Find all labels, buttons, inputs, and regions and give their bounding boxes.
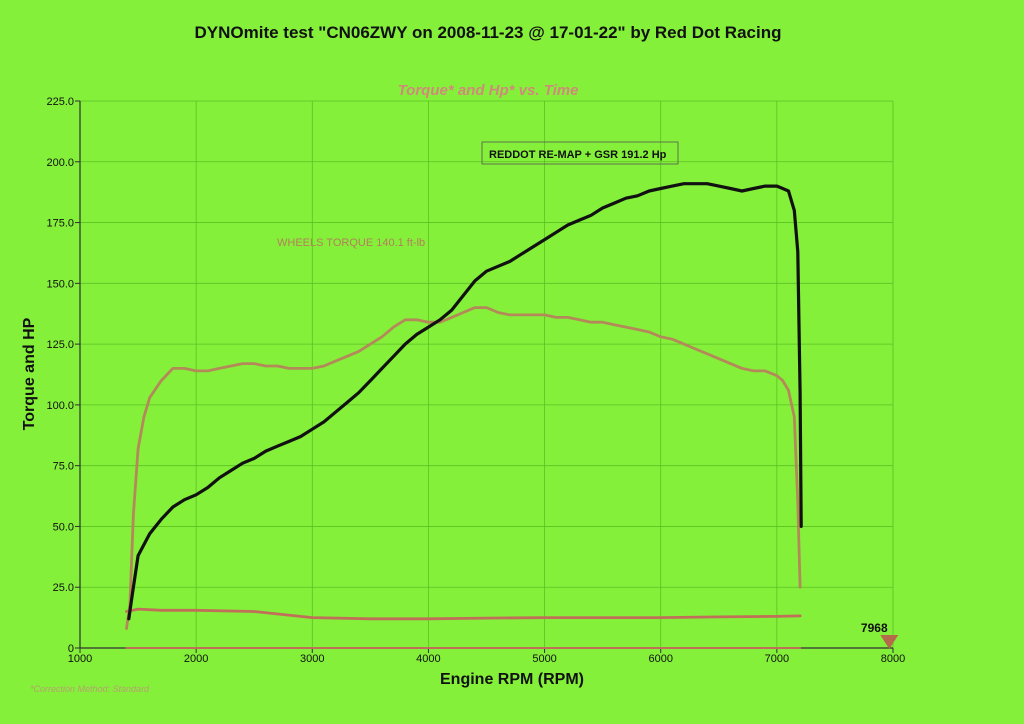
y-tick-label: 25.0 — [53, 582, 74, 594]
x-tick-label: 7000 — [765, 653, 789, 665]
torque-line — [125, 306, 802, 630]
x-tick-label: 3000 — [300, 653, 324, 665]
y-tick-label: 125.0 — [46, 339, 74, 351]
y-tick-label: 225.0 — [46, 96, 74, 108]
hp-label: REDDOT RE-MAP + GSR 191.2 Hp — [489, 149, 667, 161]
axes — [75, 100, 894, 653]
x-tick-label: 5000 — [532, 653, 556, 665]
lower-trace-line — [125, 607, 802, 621]
hp-label-box: REDDOT RE-MAP + GSR 191.2 Hp — [481, 141, 679, 165]
y-tick-label: 0 — [68, 643, 74, 655]
chart-title: DYNOmite test "CN06ZWY on 2008-11-23 @ 1… — [195, 23, 782, 42]
y-tick-label: 150.0 — [46, 278, 74, 290]
y-axis-label: Torque and HP — [21, 317, 38, 430]
rpm-marker-triangle — [880, 635, 899, 649]
series-lines — [125, 182, 803, 649]
y-tick-label: 75.0 — [53, 461, 74, 473]
x-tick-label: 4000 — [416, 653, 440, 665]
x-tick-label: 2000 — [184, 653, 208, 665]
x-tick-label: 6000 — [648, 653, 672, 665]
torque-label: WHEELS TORQUE 140.1 ft-lb — [277, 237, 425, 249]
y-tick-label: 100.0 — [46, 400, 74, 412]
y-tick-label: 175.0 — [46, 218, 74, 230]
x-tick-label: 8000 — [881, 653, 905, 665]
hp-label-frame — [481, 141, 679, 165]
rpm-marker: 7968 — [861, 621, 899, 649]
rpm-marker-label: 7968 — [861, 621, 888, 635]
correction-footnote: *Correction Method: Standard — [30, 684, 150, 694]
x-tick-label: 1000 — [68, 653, 92, 665]
chart-subtitle: Torque* and Hp* vs. Time — [398, 82, 579, 99]
x-axis-label: Engine RPM (RPM) — [440, 671, 584, 688]
x-tick-labels: 1000 2000 3000 4000 5000 6000 7000 8000 — [68, 653, 905, 665]
y-tick-labels: 0 25.0 50.0 75.0 100.0 125.0 150.0 175.0 200.0 22… — [46, 96, 74, 655]
y-tick-label: 50.0 — [53, 521, 74, 533]
hp-line — [127, 182, 803, 621]
y-tick-label: 200.0 — [46, 157, 74, 169]
